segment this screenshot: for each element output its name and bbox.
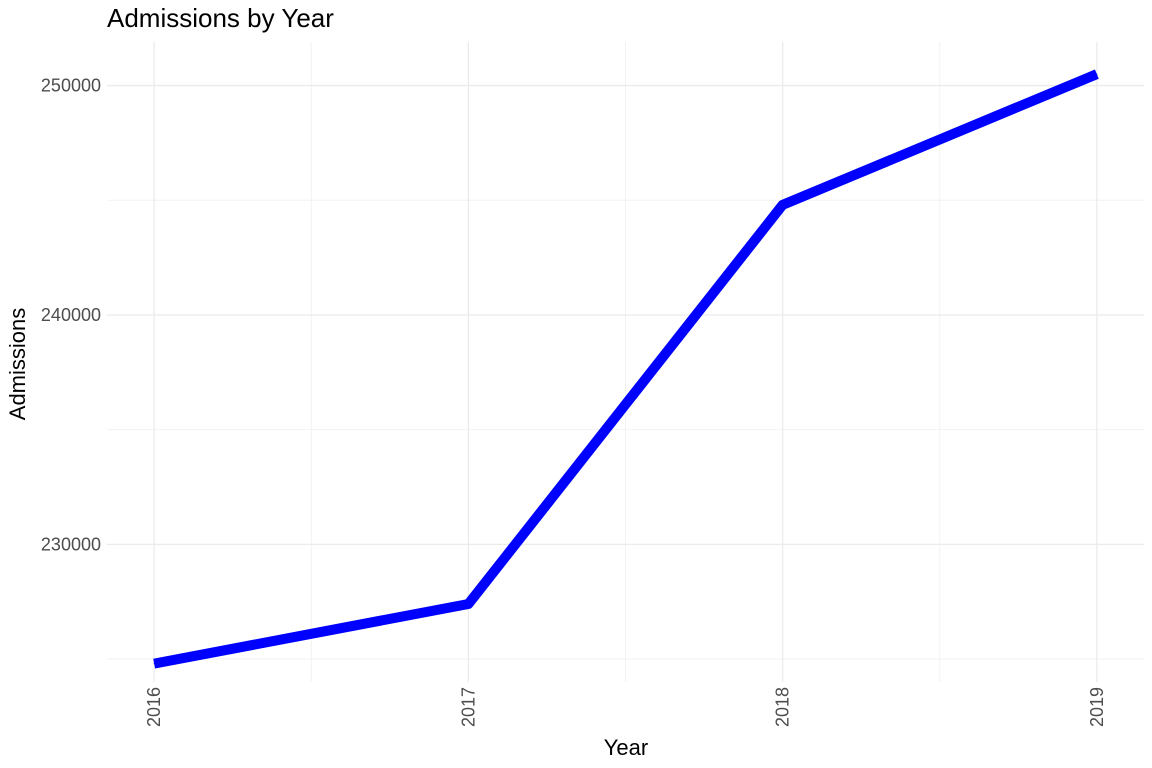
data-point [467, 603, 469, 605]
y-tick-label: 250000 [41, 76, 101, 96]
y-tick-label: 230000 [41, 534, 101, 554]
data-point [782, 204, 784, 206]
grid [107, 42, 1144, 682]
x-tick-label: 2017 [458, 687, 478, 727]
data-point [1096, 73, 1098, 75]
y-tick-label: 240000 [41, 305, 101, 325]
x-tick-label: 2019 [1087, 687, 1107, 727]
x-axis-ticks: 2016 2017 2018 2019 [144, 687, 1107, 727]
y-axis-title: Admissions [5, 308, 30, 420]
y-axis-ticks: 230000 240000 250000 [41, 76, 101, 555]
chart-title: Admissions by Year [107, 3, 334, 33]
x-axis-title: Year [604, 735, 648, 760]
x-tick-label: 2016 [144, 687, 164, 727]
series-layer [153, 69, 1099, 669]
x-tick-label: 2018 [773, 687, 793, 727]
data-point [153, 663, 155, 665]
series-line [153, 69, 1099, 669]
